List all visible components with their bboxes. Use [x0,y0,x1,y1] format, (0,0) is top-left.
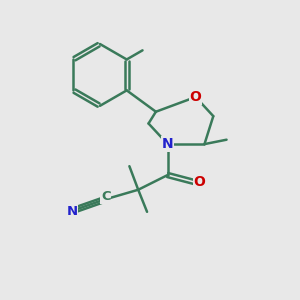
Text: O: O [193,176,205,189]
Text: O: O [190,90,202,104]
Text: C: C [101,190,111,203]
Text: N: N [66,205,77,218]
Text: N: N [162,137,173,151]
